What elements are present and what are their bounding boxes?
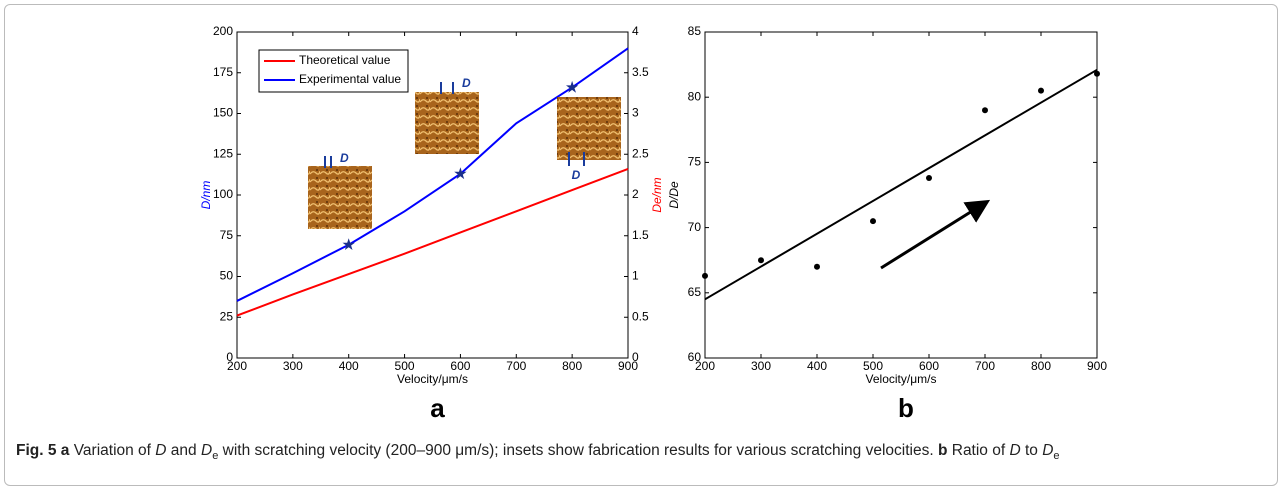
fit-line: [704, 68, 1098, 301]
caption-run: with scratching velocity (200–900 μm/s);…: [218, 442, 938, 459]
y-tick-label: 75: [688, 155, 702, 169]
y2-tick-label: 0.5: [632, 309, 649, 323]
y-tick-label: 200: [213, 24, 233, 38]
caption-run: Ratio of: [947, 442, 1010, 459]
x-tick-label: 800: [1031, 359, 1051, 373]
x-tick-label: 500: [863, 359, 883, 373]
y-tick-label: 0: [226, 350, 233, 364]
caption-run: D: [1042, 442, 1054, 459]
caption: Fig. 5 a Variation of D and De with scra…: [16, 440, 1266, 467]
inset-label: D: [572, 168, 581, 182]
y2-tick-label: 3.5: [632, 65, 649, 79]
plot: 200 300 400 500 600 700 800 9000255075100125150…: [199, 24, 664, 386]
legend-label: Theoretical value: [299, 53, 391, 67]
x-tick-label: 300: [283, 359, 303, 373]
x-tick-label: 300: [751, 359, 771, 373]
y2-tick-label: 3: [632, 106, 639, 120]
legend-box: [258, 49, 409, 93]
y-tick-label: 65: [688, 285, 702, 299]
y2-tick-label: 4: [632, 24, 639, 38]
y-tick-label: 150: [213, 106, 233, 120]
y-tick-label: 85: [688, 24, 702, 38]
inset: D: [415, 76, 479, 154]
x-tick-label: 400: [807, 359, 827, 373]
caption-run: D: [1009, 442, 1021, 459]
caption-run: e: [1053, 450, 1060, 463]
panel-label: b: [898, 393, 914, 423]
caption-run: D: [155, 442, 167, 459]
x-tick-label: 500: [395, 359, 415, 373]
x-tick-label: 600: [450, 359, 470, 373]
caption-run: D: [200, 442, 213, 459]
x-tick-label: 200: [227, 359, 247, 373]
panel-label: a: [430, 393, 445, 423]
star-marker: [454, 167, 467, 180]
x-axis-label: Velocity/μm/s: [866, 372, 937, 386]
y2-tick-label: 0: [632, 350, 639, 364]
inset-label: D: [462, 76, 471, 90]
y-tick-label: 75: [220, 228, 234, 242]
y-tick-label: 50: [220, 269, 234, 283]
y-tick-label: 25: [220, 309, 234, 323]
point: [926, 175, 932, 182]
line: [236, 47, 629, 302]
y-tick-label: 175: [213, 65, 233, 79]
x-axis-label: Velocity/μm/s: [397, 372, 468, 386]
plot: 200 300 400 500 600 700 800 900 60 65 70 75 80 85 Velo…: [667, 24, 1107, 386]
y-tick-label: 80: [688, 89, 702, 103]
star-marker: [566, 80, 579, 93]
legend-label: Experimental value: [299, 72, 401, 86]
y2-tick-label: 1.5: [632, 228, 649, 242]
x-tick-label: 800: [562, 359, 582, 373]
figure-frame: [4, 4, 1278, 486]
caption-run: and: [166, 442, 201, 459]
inset: D: [308, 151, 372, 229]
x-tick-label: 900: [618, 359, 638, 373]
x-tick-label: 900: [1087, 359, 1107, 373]
x-tick-label: 600: [919, 359, 939, 373]
x-tick-label: 400: [339, 359, 359, 373]
y-tick-label: 60: [688, 350, 702, 364]
caption-run: Variation of: [69, 442, 156, 459]
x-tick-label: 700: [975, 359, 995, 373]
line: [236, 167, 629, 317]
trend-arrow: [880, 199, 991, 270]
star-marker: [342, 238, 355, 250]
y-tick-label: 125: [213, 146, 233, 160]
plot-area: [704, 31, 1098, 359]
point: [982, 107, 988, 114]
y2-axis-label: De/nm: [650, 177, 664, 212]
y-tick-label: 70: [688, 220, 702, 234]
caption-run: to: [1020, 442, 1043, 459]
y-tick-label: 100: [213, 187, 233, 201]
y-axis-label: D/nm: [199, 181, 213, 210]
point: [870, 218, 876, 225]
point: [758, 257, 764, 264]
caption-run: a: [60, 442, 70, 459]
caption-run: b: [937, 442, 948, 459]
y2-tick-label: 2: [632, 187, 639, 201]
caption-run: e: [212, 450, 219, 463]
inset-label: D: [340, 151, 349, 165]
point: [814, 263, 820, 270]
x-tick-label: 700: [506, 359, 526, 373]
y-axis-label: D/De: [667, 181, 681, 209]
y2-tick-label: 2.5: [632, 146, 649, 160]
point: [1094, 70, 1100, 77]
figure: 200 300 400 500 600 700 800 900606570758085Velo…: [199, 24, 1107, 423]
y2-tick-label: 1: [632, 269, 639, 283]
point: [1038, 87, 1044, 94]
point: [702, 272, 708, 279]
caption-run: Fig. 5: [16, 442, 57, 459]
x-tick-label: 200: [695, 359, 715, 373]
inset: D: [557, 97, 621, 182]
